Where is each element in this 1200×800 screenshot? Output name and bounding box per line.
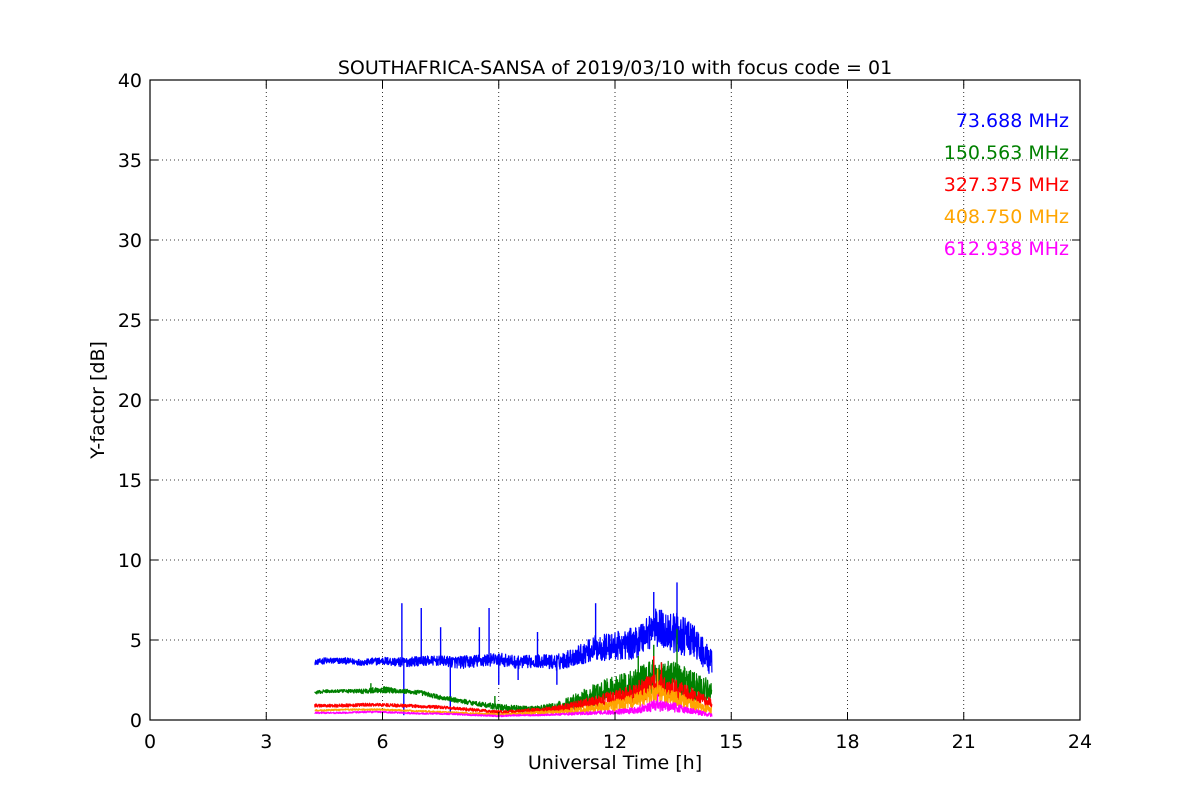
legend-entry-4: 408.750 MHz <box>944 206 1069 228</box>
grid <box>150 80 1080 720</box>
x-tick-label: 18 <box>835 731 859 753</box>
legend: 73.688 MHz 150.563 MHz 327.375 MHz 408.750 … <box>944 110 1069 260</box>
x-tick-label: 9 <box>493 731 505 753</box>
y-tick-label: 10 <box>118 550 142 572</box>
plot-area <box>314 582 713 718</box>
y-tick-label: 40 <box>118 70 142 92</box>
x-axis-title: Universal Time [h] <box>528 752 702 774</box>
x-tick-label: 12 <box>603 731 627 753</box>
legend-entry-2: 150.563 MHz <box>944 142 1069 164</box>
series-line-3 <box>314 671 713 714</box>
chart-title: SOUTHAFRICA-SANSA of 2019/03/10 with foc… <box>338 57 892 79</box>
y-tick-label: 20 <box>118 390 142 412</box>
series-line-5 <box>314 699 713 718</box>
y-tick-label: 25 <box>118 310 142 332</box>
series-line-1 <box>314 608 713 674</box>
legend-entry-5: 612.938 MHz <box>944 238 1069 260</box>
x-tick-label: 3 <box>260 731 272 753</box>
x-tick-label: 6 <box>376 731 388 753</box>
y-tick-label: 0 <box>130 710 142 732</box>
x-tick-label: 15 <box>719 731 743 753</box>
y-ticks: 0 5 10 15 20 25 30 35 40 <box>118 70 1080 732</box>
legend-entry-1: 73.688 MHz <box>956 110 1069 132</box>
x-tick-label: 0 <box>144 731 156 753</box>
x-tick-label: 21 <box>952 731 976 753</box>
y-tick-label: 35 <box>118 150 142 172</box>
legend-entry-3: 327.375 MHz <box>944 174 1069 196</box>
x-ticks: 0 3 6 9 12 15 18 21 24 <box>144 80 1092 753</box>
y-tick-label: 15 <box>118 470 142 492</box>
y-axis-title: Y-factor [dB] <box>87 341 109 460</box>
x-tick-label: 24 <box>1068 731 1092 753</box>
y-tick-label: 30 <box>118 230 142 252</box>
y-tick-label: 5 <box>130 630 142 652</box>
